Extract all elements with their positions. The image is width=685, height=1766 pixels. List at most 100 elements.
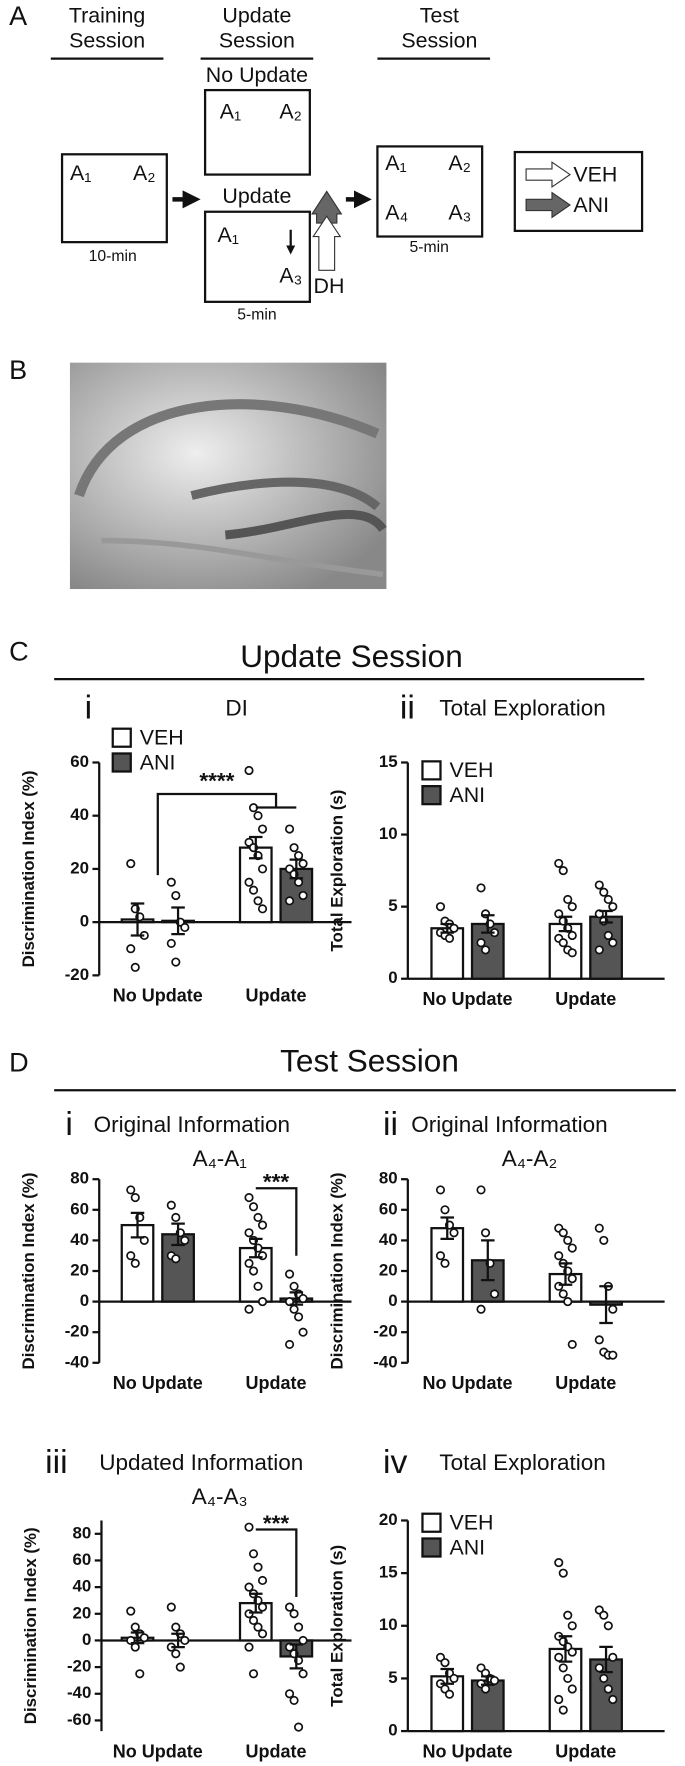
data-point [126,1185,136,1195]
data-point [563,1610,573,1620]
data-point [608,1304,618,1314]
data-point [130,1622,140,1632]
panel-sub-label: i [85,688,93,726]
data-point [480,1684,491,1694]
data-point [298,1293,308,1304]
y-tick-label: -20 [373,1322,397,1341]
data-point [257,1575,268,1586]
y-axis-label: Total Exploration (s) [327,1545,346,1707]
infusion-arrow [312,215,342,271]
y-tick-label: 15 [379,752,398,771]
duration: 5-min [237,307,276,324]
legend-text: VEH [449,758,493,782]
data-point [608,938,618,948]
data-point [558,1663,568,1673]
data-point [257,1220,268,1230]
data-point [180,1235,190,1245]
data-point [603,930,613,941]
data-point [567,930,577,941]
chart-subtitle: A₄-A₃ [192,1484,248,1509]
error-bar [599,909,613,924]
data-point [567,1339,577,1349]
data-point [440,1658,450,1668]
y-tick-label: 0 [80,1291,89,1310]
data-point [171,1622,181,1632]
error-bar [481,1675,495,1686]
panel-sub-label: iii [45,1443,68,1481]
data-point [244,1193,254,1203]
data-point [285,1297,295,1307]
y-tick-label: 5 [388,1668,397,1687]
data-point [180,1635,190,1646]
legend-text: ANI [449,1535,485,1559]
legend-text: ANI [573,193,609,217]
significance-bracket [156,792,297,876]
legend-swatch [421,785,442,806]
x-tick-label: Update [555,989,616,1009]
data-point [126,1606,136,1616]
data-point [248,885,259,895]
y-tick-label: 20 [70,858,89,877]
x-tick-label: No Update [422,1741,512,1761]
data-point [257,824,268,834]
data-point [480,945,491,955]
x-tick-label: No Update [113,1741,203,1761]
data-point [257,864,268,874]
x-tick-label: No Update [422,1373,512,1393]
heading: Session [69,28,145,52]
x-tick-label: Update [246,986,307,1006]
y-tick-label: -20 [65,1322,89,1341]
data-point [257,904,268,914]
object: A₄ [385,201,408,225]
data-point [289,1695,299,1705]
data-point [253,896,263,906]
panel-sub-label: ii [383,1105,398,1143]
x-tick-label: No Update [113,986,203,1006]
x-tick-label: Update [246,1741,307,1761]
data-point [253,1562,263,1572]
y-tick-label: 0 [80,912,89,931]
legend-text: VEH [573,162,617,186]
data-point [567,1243,577,1253]
legend-arrow [525,161,572,189]
data-point [594,1335,604,1345]
y-tick-label: 10 [379,1615,398,1634]
data-point [567,1621,577,1631]
x-tick-label: Update [555,1741,616,1761]
data-point [130,1258,140,1268]
error-bar [558,1262,573,1286]
data-point [563,1235,573,1245]
data-point [285,1602,295,1612]
data-point [435,902,446,912]
y-tick-label: -20 [65,965,89,984]
data-point [558,866,568,876]
error-bar [481,914,495,934]
arena [60,153,168,244]
data-point [285,1339,295,1349]
data-point [253,1622,263,1632]
arena [203,210,311,303]
error-bar [558,1635,573,1663]
data-point [298,890,308,901]
arena [203,88,311,176]
significance: **** [199,769,234,794]
chart-title: Original Information [411,1112,607,1137]
data-point [171,1212,181,1223]
data-point [594,1223,604,1233]
data-point [126,1251,136,1261]
data-point [608,1350,618,1360]
y-tick-label: 40 [379,1230,398,1249]
y-tick-label: -20 [67,1657,91,1676]
y-tick-label: -40 [67,1683,91,1702]
panel-label: C [9,636,29,666]
data-point [567,948,577,958]
data-point [253,811,263,821]
duration: 5-min [410,239,449,256]
data-point [567,1647,577,1657]
data-point [248,1266,259,1276]
data-point [294,1312,304,1322]
data-point [603,1684,613,1694]
y-tick-label: 0 [82,1630,91,1649]
data-point [558,1228,568,1238]
